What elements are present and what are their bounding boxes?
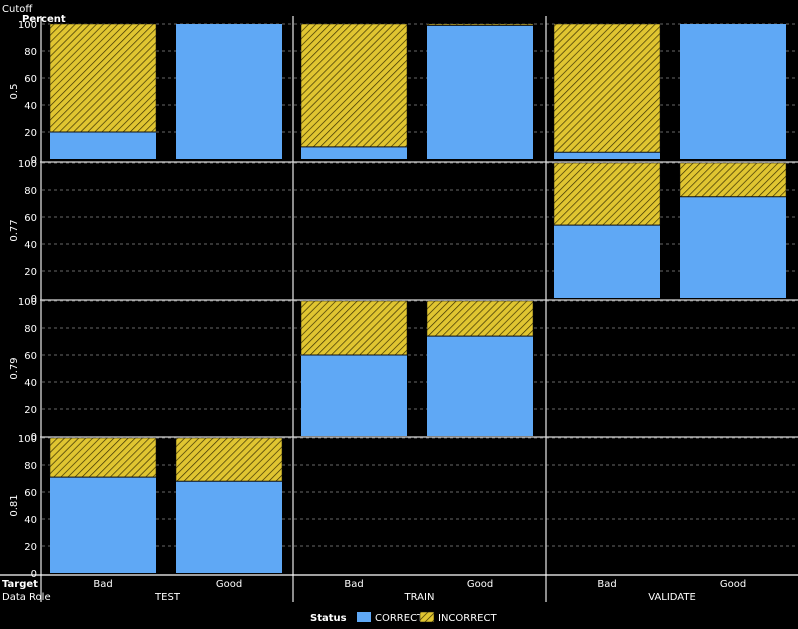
y-tick-label: 80: [24, 461, 37, 472]
bar-incorrect: [300, 300, 408, 356]
bar-incorrect: [175, 437, 283, 482]
bar-incorrect: [553, 23, 661, 153]
bar-incorrect: [679, 162, 787, 197]
y-tick-label: 0: [31, 294, 37, 305]
legend-label-incorrect: INCORRECT: [438, 613, 497, 624]
y-tick-label: 100: [18, 297, 37, 308]
data-role-label: VALIDATE: [648, 592, 696, 603]
target-axis-title: Target: [2, 579, 38, 590]
cutoff-label: 0.81: [9, 494, 20, 516]
data-role-label: TEST: [154, 592, 181, 603]
y-tick-label: 40: [24, 378, 37, 389]
y-tick-label: 60: [24, 351, 37, 362]
target-tick-label: Good: [216, 579, 242, 590]
target-tick-label: Bad: [597, 579, 616, 590]
y-tick-label: 60: [24, 74, 37, 85]
bar-correct: [554, 152, 660, 159]
y-tick-label: 20: [24, 542, 37, 553]
row-axis-title: Cutoff: [2, 4, 33, 15]
bar-incorrect: [426, 300, 534, 337]
bar-correct: [176, 481, 282, 573]
y-tick-label: 80: [24, 47, 37, 58]
y-tick-label: 60: [24, 488, 37, 499]
bar-correct: [301, 146, 407, 159]
y-tick-label: 60: [24, 213, 37, 224]
y-tick-label: 0: [31, 569, 37, 580]
bar-correct: [680, 196, 786, 298]
bar-correct: [301, 355, 407, 436]
legend-label-correct: CORRECT: [375, 613, 424, 624]
y-tick-label: 20: [24, 405, 37, 416]
y-tick-label: 80: [24, 324, 37, 335]
bar-incorrect: [49, 23, 157, 133]
y-axis-title: Percent: [22, 14, 66, 25]
bar-correct: [50, 477, 156, 573]
target-tick-label: Good: [720, 579, 746, 590]
data-role-axis-title: Data Role: [2, 592, 51, 603]
y-tick-label: 100: [18, 20, 37, 31]
data-role-label: TRAIN: [404, 592, 435, 603]
bar-correct: [427, 336, 533, 436]
y-tick-label: 100: [18, 159, 37, 170]
y-tick-label: 0: [31, 432, 37, 443]
y-tick-label: 20: [24, 267, 37, 278]
cutoff-label: 0.77: [9, 219, 20, 241]
target-tick-label: Bad: [344, 579, 363, 590]
bar-incorrect: [553, 162, 661, 226]
y-tick-label: 20: [24, 128, 37, 139]
y-tick-label: 40: [24, 101, 37, 112]
bar-correct: [50, 132, 156, 159]
y-tick-label: 40: [24, 515, 37, 526]
bar-correct: [176, 24, 282, 159]
bar-correct: [427, 25, 533, 159]
legend-swatch-correct: [357, 612, 371, 622]
y-tick-label: 80: [24, 186, 37, 197]
bar-correct: [554, 225, 660, 298]
y-tick-label: 40: [24, 240, 37, 251]
target-tick-label: Bad: [93, 579, 112, 590]
cutoff-label: 0.79: [9, 357, 20, 379]
cutoff-label: 0.5: [9, 84, 20, 100]
legend-swatch-incorrect: [419, 611, 435, 623]
bar-incorrect: [49, 437, 157, 478]
bar-correct: [680, 24, 786, 159]
y-tick-label: 100: [18, 434, 37, 445]
bar-incorrect: [300, 23, 408, 148]
target-tick-label: Good: [467, 579, 493, 590]
legend-title: Status: [310, 613, 347, 624]
y-tick-label: 0: [31, 155, 37, 166]
